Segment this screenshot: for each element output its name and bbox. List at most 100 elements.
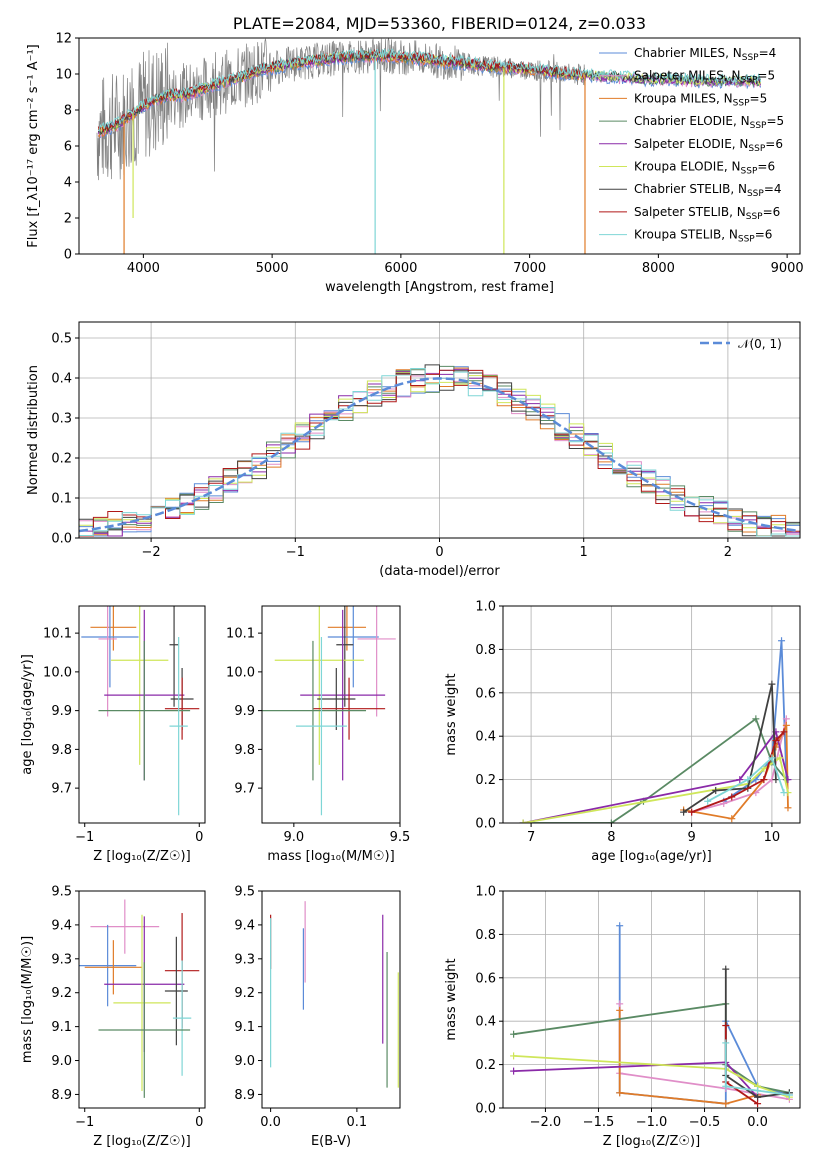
y-tick-label: 0.3	[51, 412, 72, 427]
legend-label: Chabrier MILES, NSSP=4	[634, 46, 776, 63]
y-tick-label: 0.6	[475, 686, 496, 701]
x-axis-label: (data-model)/error	[379, 564, 500, 579]
axes-mass_vs_EBV: 0.0 0.1 8.9 9.0 9.1 9.2 9.3 9.4 9.5 E(B-V)	[234, 885, 367, 1150]
y-tick-label: 9.5	[51, 885, 72, 900]
axes-residuals: −2 −1 0 1 2 0.0 0.1 0.2 0.3 0.4 0.5 (data-model)/er…	[26, 322, 800, 579]
residual-histogram-kroupa-stelib	[79, 368, 800, 537]
x-tick-label: 0	[435, 545, 443, 560]
legend-subscript: SSP	[741, 76, 758, 86]
y-axis-label: Normed distribution	[26, 365, 41, 495]
legend-label: Kroupa ELODIE, NSSP=6	[634, 160, 775, 177]
x-axis-label: Z [log₁₀(Z/Z☉)]	[93, 849, 190, 864]
age_vs_Z-plot-area	[81, 606, 200, 816]
legend-text: Kroupa ELODIE, N	[634, 160, 741, 174]
y-tick-label: 9.9	[234, 704, 255, 719]
legend-text: Chabrier ELODIE, N	[634, 114, 750, 128]
y-tick-label: 0.8	[475, 643, 496, 658]
weight_vs_age-plot-area	[519, 637, 792, 823]
weight-marker	[728, 793, 736, 801]
weight-marker	[519, 819, 527, 823]
y-tick-label: 9.5	[234, 885, 255, 900]
legend-label: Kroupa STELIB, NSSP=6	[634, 228, 772, 245]
y-axis-label: mass weight	[444, 958, 459, 1040]
x-tick-label: 9000	[771, 261, 804, 276]
x-tick-label: −1	[75, 830, 94, 845]
x-axis-label: wavelength [Angstrom, rest frame]	[325, 280, 554, 295]
axes-mass_vs_Z: −1 0 8.9 9.0 9.1 9.2 9.3 9.4 9.5 Z [log₁₀(Z/Z☉)] m…	[20, 885, 203, 1150]
model-spectrum-line-kroupa-stelib	[98, 47, 762, 132]
y-axis-label: age [log₁₀(age/yr)]	[20, 654, 35, 775]
weight-line-kroupa-miles	[683, 725, 789, 820]
legend-text: Chabrier MILES, N	[634, 46, 742, 60]
legend-subscript: SSP	[750, 121, 767, 131]
y-tick-label: 9.3	[234, 952, 255, 967]
x-tick-label: −0.5	[689, 1115, 721, 1130]
weight-marker	[782, 715, 790, 723]
weight-line-salpeter-elodie	[513, 1061, 759, 1098]
y-tick-label: 10.1	[43, 627, 72, 642]
weight-marker	[616, 1000, 624, 1008]
weight-marker	[722, 1039, 730, 1047]
spectrum-plot-area	[96, 38, 762, 254]
x-tick-label: 0	[195, 1115, 203, 1130]
weight-marker	[754, 1087, 762, 1095]
y-tick-label: 9.9	[51, 704, 72, 719]
weight-marker	[510, 1052, 518, 1060]
weight_vs_Z-plot-area	[510, 922, 793, 1108]
legend-subscript: SSP	[733, 98, 750, 108]
weight-line-kroupa-miles	[618, 1010, 758, 1105]
y-tick-label: 9.8	[234, 743, 255, 758]
y-tick-label: 0.2	[475, 1058, 496, 1073]
legend-subscript: SSP	[747, 189, 764, 199]
x-tick-label: 4000	[127, 261, 160, 276]
legend-text: Salpeter STELIB, N	[634, 205, 746, 219]
legend-text: =6	[765, 137, 783, 151]
legend-text: Salpeter ELODIE, N	[634, 137, 748, 151]
legend-subscript: SSP	[746, 212, 763, 222]
y-tick-label: 9.2	[234, 986, 255, 1001]
x-tick-label: −1.5	[583, 1115, 615, 1130]
legend-text: Kroupa MILES, N	[634, 91, 733, 105]
y-tick-label: 9.7	[234, 782, 255, 797]
weight-marker	[712, 786, 720, 794]
residuals-plot-area	[79, 364, 800, 537]
y-tick-label: 9.7	[51, 782, 72, 797]
weight-marker	[720, 799, 728, 807]
weight-marker	[616, 1089, 624, 1097]
x-tick-label: 9.0	[284, 830, 305, 845]
x-axis-label: E(B-V)	[311, 1134, 351, 1149]
legend-text: Salpeter MILES, N	[634, 69, 741, 83]
legend-label: Chabrier STELIB, NSSP=4	[634, 182, 782, 199]
x-tick-label: −2.0	[530, 1115, 562, 1130]
axes-age_vs_Z: −1 0 9.7 9.8 9.9 10.0 10.1 Z [log₁₀(Z/Z☉)] age […	[20, 627, 203, 864]
residuals-legend: 𝒩(0, 1)	[700, 337, 782, 351]
x-tick-label: 2	[724, 545, 732, 560]
weight-marker	[688, 808, 696, 816]
y-tick-label: 10.1	[226, 627, 255, 642]
age_vs_Z-frame	[78, 605, 206, 824]
y-tick-label: 4	[64, 176, 72, 191]
weight-marker	[754, 1093, 762, 1101]
weight-marker	[768, 680, 776, 688]
axes-weight_vs_age: 7 8 9 10 0.0 0.2 0.4 0.6 0.8 1.0 age [log₁₀(age/yr…	[444, 600, 800, 864]
weight-marker	[752, 715, 760, 723]
weight-marker	[510, 1067, 518, 1075]
weight-marker	[776, 754, 784, 762]
y-tick-label: 9.4	[51, 918, 72, 933]
x-tick-label: 7	[527, 830, 535, 845]
weight-marker	[722, 1100, 730, 1108]
weight_vs_Z-frame	[502, 890, 801, 1109]
weight-marker	[722, 965, 730, 973]
x-tick-label: 8	[607, 830, 615, 845]
legend-text: =6	[757, 160, 775, 174]
y-tick-label: 9.8	[51, 743, 72, 758]
y-tick-label: 12	[55, 32, 72, 47]
x-tick-label: 5000	[256, 261, 289, 276]
legend-text: Kroupa STELIB, N	[634, 228, 738, 242]
weight-marker	[784, 804, 792, 812]
y-axis-label: mass weight	[444, 673, 459, 755]
weight-marker	[780, 728, 788, 736]
legend-subscript: SSP	[741, 167, 758, 177]
weight-marker	[772, 776, 780, 784]
